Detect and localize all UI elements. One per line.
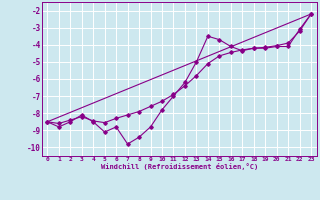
X-axis label: Windchill (Refroidissement éolien,°C): Windchill (Refroidissement éolien,°C) [100, 163, 258, 170]
